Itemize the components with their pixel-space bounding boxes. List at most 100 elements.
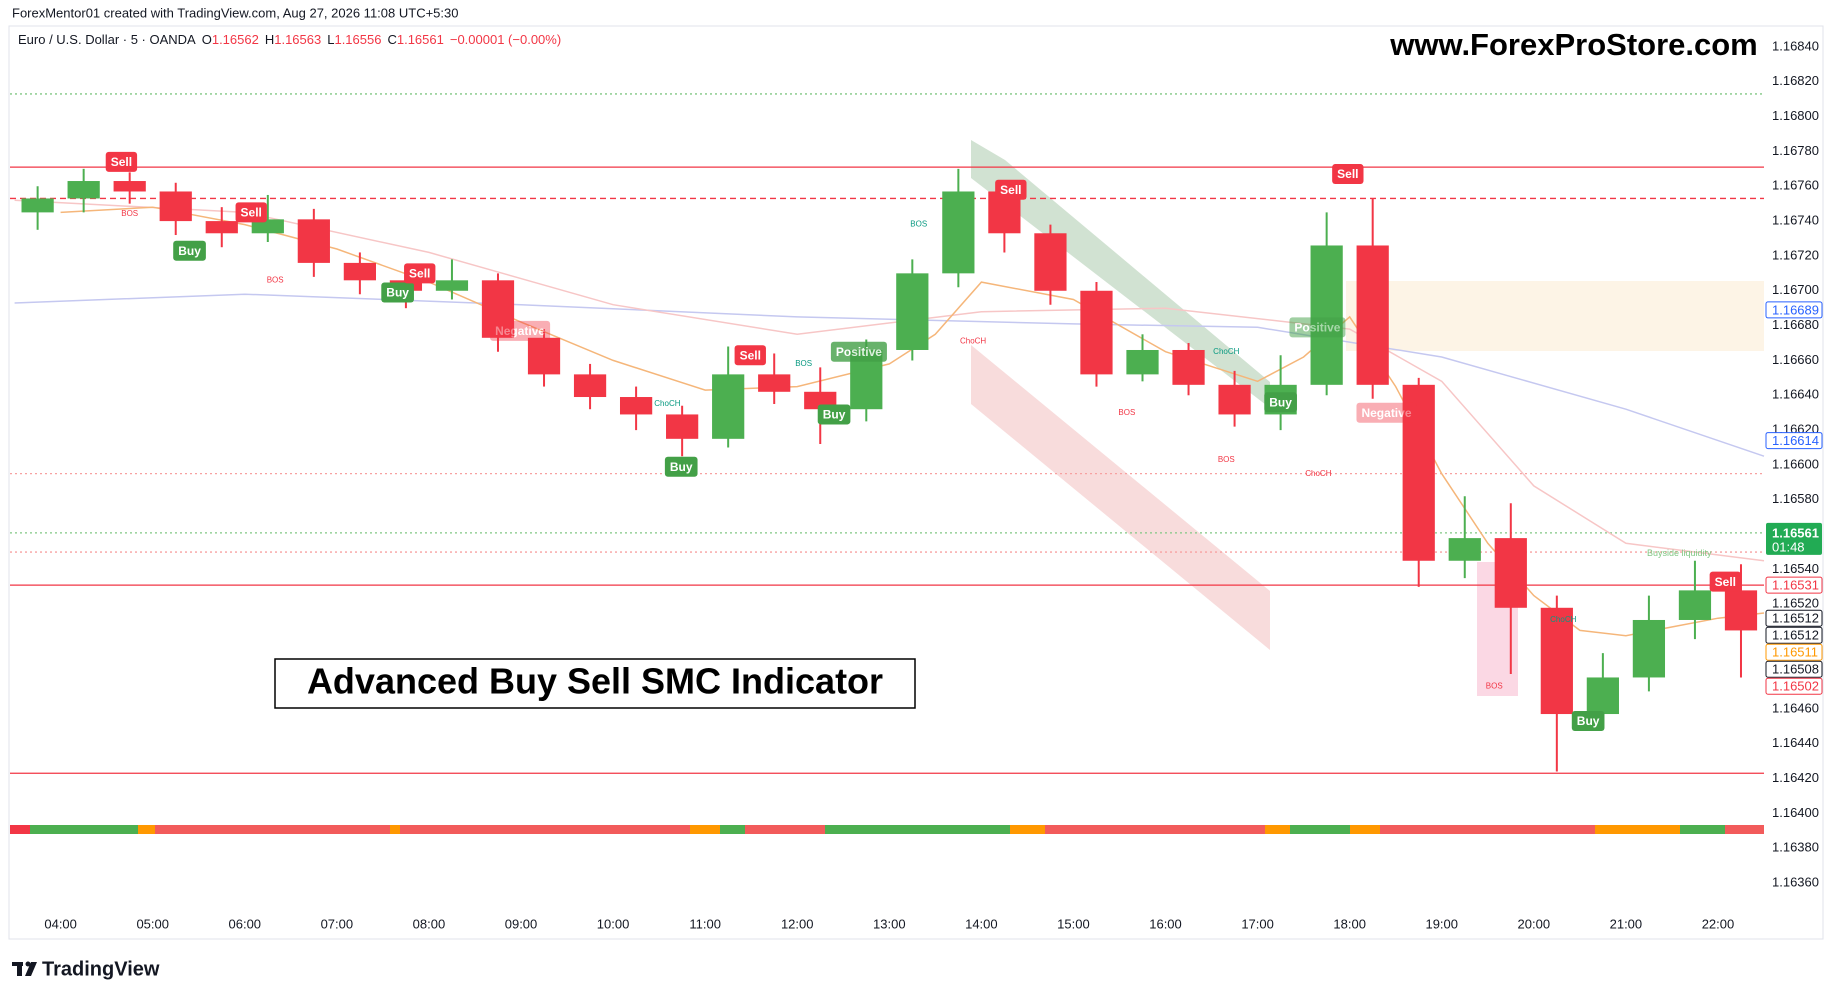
signal-label: Buy: [823, 408, 846, 422]
y-tick-label: 1.16660: [1772, 352, 1819, 367]
signal-label: Buy: [670, 460, 693, 474]
signal-box: [664, 456, 698, 477]
signal-label: Positive: [836, 345, 882, 359]
candle-body: [481, 280, 515, 338]
signal: Negative: [490, 320, 551, 341]
signal-label: Buy: [1269, 395, 1292, 409]
candle-body: [1540, 607, 1573, 715]
signal: Sell: [734, 345, 766, 366]
trend-bar: [10, 825, 1764, 834]
ohlc-value: 1.16561: [397, 32, 444, 47]
trend-segment: [155, 825, 390, 834]
countdown: 01:48: [1772, 539, 1805, 554]
candle-body: [205, 221, 238, 234]
signal-box: [995, 179, 1027, 200]
price-badge-label: 1.16511: [1772, 645, 1818, 660]
signal-box: [1332, 164, 1364, 185]
signal-label: Sell: [111, 155, 132, 169]
x-tick-label: 17:00: [1241, 916, 1274, 931]
signal-label: Buy: [178, 244, 201, 258]
moving-average: [14, 293, 1765, 457]
candle-body: [1632, 619, 1666, 678]
y-tick-label: 1.16680: [1772, 317, 1819, 332]
price-badge: [1765, 432, 1823, 450]
signal-label: Negative: [1361, 406, 1411, 420]
structure-label: ChoCH: [654, 399, 680, 408]
candle-body: [1678, 590, 1712, 620]
structure-label: BOS: [1218, 455, 1235, 464]
trend-segment: [138, 825, 155, 834]
liquidity-label: Buyside liquidity: [1647, 548, 1712, 558]
trend-segment: [1045, 825, 1265, 834]
signal-box: [381, 282, 414, 303]
candle-body: [67, 181, 100, 199]
signal-label: Buy: [386, 286, 409, 300]
candle-body: [1172, 349, 1205, 385]
structure-label: BOS: [1118, 408, 1135, 417]
y-tick-label: 1.16380: [1772, 840, 1819, 855]
y-tick-label: 1.16780: [1772, 143, 1819, 158]
trend-segment: [400, 825, 690, 834]
x-tick-label: 08:00: [413, 916, 446, 931]
signal-label: Sell: [241, 206, 262, 220]
candle-body: [1218, 384, 1251, 415]
signal-label: Negative: [495, 324, 545, 338]
signal-label: Positive: [1294, 321, 1340, 335]
signal: Negative: [1356, 402, 1417, 423]
y-tick-label: 1.16760: [1772, 178, 1819, 193]
x-tick-label: 14:00: [965, 916, 998, 931]
x-tick-label: 13:00: [873, 916, 906, 931]
signal-label: Sell: [740, 348, 761, 362]
structure-label: ChoCH: [1305, 469, 1331, 478]
signal-box: [105, 151, 138, 172]
signal-box: [1709, 571, 1742, 592]
y-tick-label: 1.16440: [1772, 735, 1819, 750]
signal: Positive: [1289, 317, 1346, 338]
signal: Sell: [235, 202, 267, 223]
candle-body: [435, 280, 469, 291]
chart-frame: [8, 25, 1824, 940]
watermark: www.ForexProStore.com: [1389, 27, 1758, 62]
candle-body: [251, 219, 284, 234]
candle-body: [1356, 245, 1389, 385]
price-badge: [1765, 576, 1823, 594]
candle-body: [942, 191, 975, 274]
signal: Buy: [381, 282, 414, 303]
candle-body: [1448, 538, 1481, 561]
price-badge: [1765, 626, 1823, 644]
signal-label: Sell: [1337, 167, 1358, 181]
candle-body: [1586, 677, 1619, 715]
x-tick-label: 16:00: [1149, 916, 1182, 931]
zones: [971, 140, 1764, 696]
signal: Sell: [1332, 164, 1364, 185]
signal-box: [235, 202, 267, 223]
x-tick-label: 06:00: [229, 916, 262, 931]
price-badge: [1765, 609, 1823, 627]
x-tick-label: 19:00: [1425, 916, 1458, 931]
structure-label: ChoCH: [1550, 615, 1576, 624]
trend-segment: [1680, 825, 1725, 834]
change: −0.00001 (−0.00%): [450, 32, 561, 47]
y-tick-label: 1.16520: [1772, 596, 1819, 611]
ohlc-label: L: [327, 32, 334, 47]
logo-part: [25, 962, 37, 976]
signal: Buy: [817, 404, 851, 425]
candle-body: [758, 374, 791, 392]
title-box: [274, 658, 916, 709]
x-tick-label: 09:00: [505, 916, 538, 931]
trend-segment: [1010, 825, 1045, 834]
y-tick-label: 1.16540: [1772, 561, 1819, 576]
x-tick-label: 07:00: [321, 916, 354, 931]
price-badge: [1765, 677, 1823, 695]
y-tick-label: 1.16800: [1772, 108, 1819, 123]
logo-part: [25, 961, 31, 967]
candle-body: [1724, 590, 1758, 631]
x-tick-label: 18:00: [1333, 916, 1366, 931]
trend-segment: [1380, 825, 1595, 834]
candle-body: [1080, 290, 1113, 375]
structure-label: BOS: [121, 209, 138, 218]
y-tick-label: 1.16700: [1772, 282, 1819, 297]
y-tick-label: 1.16640: [1772, 387, 1819, 402]
